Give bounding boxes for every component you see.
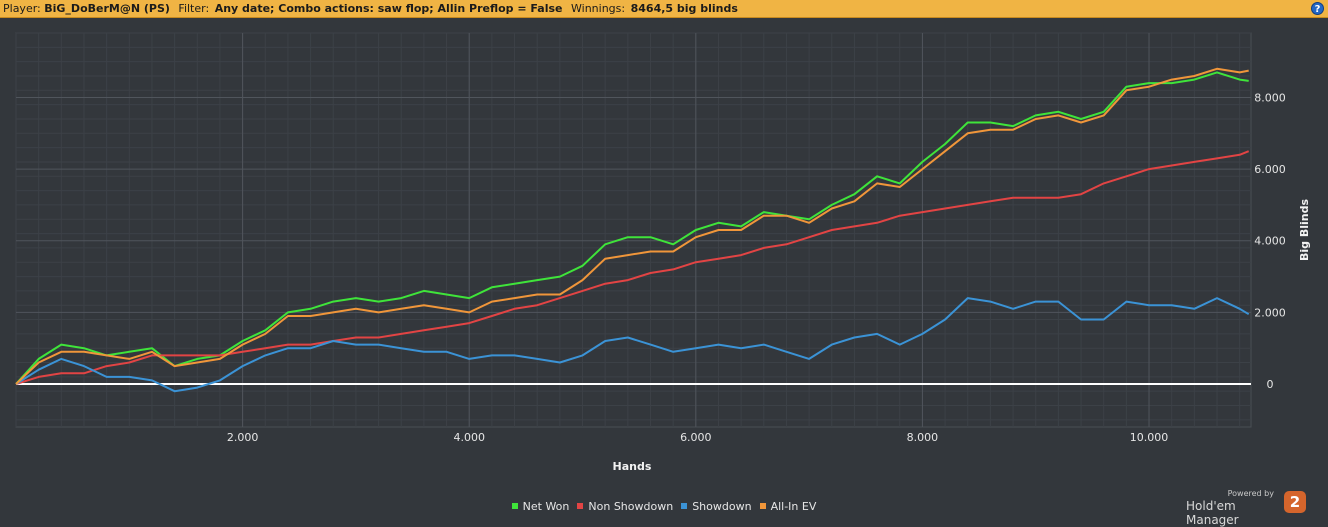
legend-label: Non Showdown bbox=[588, 500, 674, 513]
legend-swatch bbox=[759, 503, 766, 509]
powered-by-text: Powered by bbox=[1227, 489, 1274, 498]
filter-label: Filter: bbox=[178, 2, 210, 15]
legend-label: Showdown bbox=[692, 500, 752, 513]
series-line-all-in-ev bbox=[15, 67, 1249, 385]
legend-item[interactable]: Net Won bbox=[511, 500, 570, 513]
y-tick-label: 0 bbox=[1267, 378, 1274, 391]
legend-swatch bbox=[511, 503, 518, 509]
legend-item[interactable]: Non Showdown bbox=[577, 500, 673, 513]
legend-swatch bbox=[577, 503, 584, 509]
winnings-chart: 2.000 4.000 6.000 8.000 10.000 0 2.000 4.000 6.… bbox=[15, 32, 1311, 473]
series-line-net-won bbox=[15, 71, 1249, 385]
x-tick-label: 8.000 bbox=[907, 431, 939, 444]
y-axis-ticks: 0 2.000 4.000 6.000 8.000 bbox=[1254, 91, 1286, 391]
legend-label: Net Won bbox=[522, 500, 570, 513]
filter-bar: Player: BiG_DoBerM@N (PS) Filter: Any da… bbox=[0, 0, 1328, 18]
plot-area bbox=[15, 32, 1252, 428]
chart-legend: Net Won Non Showdown Showdown All-In EV bbox=[0, 500, 1328, 513]
player-name: BiG_DoBerM@N (PS) bbox=[44, 2, 170, 15]
legend-item[interactable]: All-In EV bbox=[759, 500, 817, 513]
y-tick-label: 2.000 bbox=[1254, 306, 1286, 319]
series-line-non-showdown bbox=[15, 150, 1250, 385]
legend-label: All-In EV bbox=[770, 500, 817, 513]
y-tick-label: 6.000 bbox=[1254, 163, 1286, 176]
winnings-value: 8464,5 big blinds bbox=[630, 2, 738, 15]
legend-swatch bbox=[681, 503, 688, 509]
x-axis-ticks: 2.000 4.000 6.000 8.000 10.000 bbox=[227, 431, 1168, 444]
x-tick-label: 6.000 bbox=[680, 431, 712, 444]
x-tick-label: 10.000 bbox=[1130, 431, 1169, 444]
hem-logo-icon: 2 bbox=[1284, 491, 1306, 513]
filter-value: Any date; Combo actions: saw flop; Allin… bbox=[214, 2, 563, 15]
chart-grid bbox=[15, 32, 1252, 428]
player-label: Player: bbox=[3, 2, 41, 15]
y-axis-title: Big Blinds bbox=[1298, 199, 1311, 261]
x-axis-title: Hands bbox=[613, 460, 652, 473]
product-name: Hold'em Manager bbox=[1186, 499, 1239, 527]
y-tick-label: 4.000 bbox=[1254, 235, 1286, 248]
series-line-showdown bbox=[15, 297, 1250, 393]
x-tick-label: 2.000 bbox=[227, 431, 259, 444]
branding: Powered by Hold'em Manager 2 bbox=[1186, 489, 1316, 527]
y-tick-label: 8.000 bbox=[1254, 91, 1286, 104]
chart-series bbox=[15, 67, 1250, 393]
help-icon[interactable]: ? bbox=[1311, 2, 1324, 15]
winnings-label: Winnings: bbox=[571, 2, 626, 15]
x-tick-label: 4.000 bbox=[453, 431, 485, 444]
legend-item[interactable]: Showdown bbox=[681, 500, 752, 513]
